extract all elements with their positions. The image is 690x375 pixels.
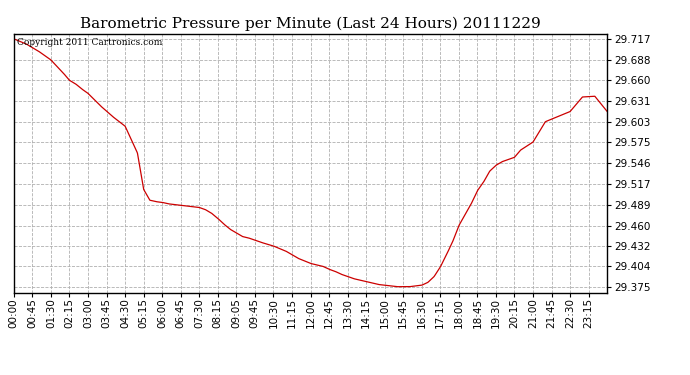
Text: Copyright 2011 Cartronics.com: Copyright 2011 Cartronics.com xyxy=(17,38,162,46)
Title: Barometric Pressure per Minute (Last 24 Hours) 20111229: Barometric Pressure per Minute (Last 24 … xyxy=(80,17,541,31)
